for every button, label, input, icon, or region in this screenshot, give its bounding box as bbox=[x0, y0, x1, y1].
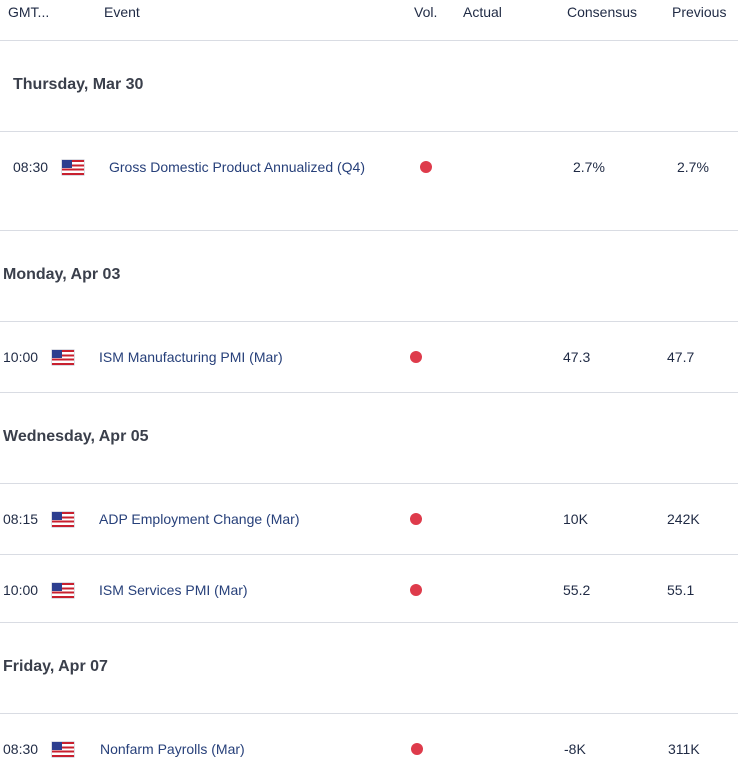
divider bbox=[0, 392, 738, 393]
divider bbox=[0, 40, 738, 41]
divider bbox=[0, 321, 738, 322]
divider bbox=[0, 713, 738, 714]
consensus-value: 47.3 bbox=[563, 349, 591, 365]
event-name-link[interactable]: ADP Employment Change (Mar) bbox=[99, 511, 300, 527]
date-heading: Wednesday, Apr 05 bbox=[3, 428, 149, 445]
previous-value: 47.7 bbox=[667, 349, 695, 365]
event-time: 08:30 bbox=[13, 159, 49, 175]
date-heading: Thursday, Mar 30 bbox=[13, 76, 144, 93]
us-flag-icon bbox=[52, 350, 74, 365]
high-volatility-icon bbox=[410, 351, 422, 363]
event-name-link[interactable]: Nonfarm Payrolls (Mar) bbox=[100, 741, 245, 757]
us-flag-icon bbox=[52, 512, 74, 527]
divider bbox=[0, 554, 738, 555]
event-time: 10:00 bbox=[3, 349, 39, 365]
divider bbox=[0, 230, 738, 231]
divider bbox=[0, 483, 738, 484]
high-volatility-icon bbox=[410, 513, 422, 525]
column-header-previous[interactable]: Previous bbox=[672, 4, 727, 20]
high-volatility-icon bbox=[411, 743, 423, 755]
previous-value: 55.1 bbox=[667, 582, 695, 598]
column-header-consensus[interactable]: Consensus bbox=[567, 4, 638, 20]
us-flag-icon bbox=[52, 742, 74, 757]
column-header-gmt[interactable]: GMT... bbox=[8, 4, 50, 20]
consensus-value: 55.2 bbox=[563, 582, 591, 598]
previous-value: 2.7% bbox=[677, 159, 709, 175]
column-header-actual[interactable]: Actual bbox=[463, 4, 502, 20]
column-header-event[interactable]: Event bbox=[104, 4, 140, 20]
event-time: 08:15 bbox=[3, 511, 39, 527]
consensus-value: 2.7% bbox=[573, 159, 605, 175]
previous-value: 311K bbox=[668, 741, 700, 757]
previous-value: 242K bbox=[667, 511, 700, 527]
date-heading: Monday, Apr 03 bbox=[3, 266, 121, 283]
high-volatility-icon bbox=[410, 584, 422, 596]
us-flag-icon bbox=[62, 160, 84, 175]
consensus-value: 10K bbox=[563, 511, 588, 527]
date-heading: Friday, Apr 07 bbox=[3, 658, 108, 675]
us-flag-icon bbox=[52, 583, 74, 598]
event-name-link[interactable]: ISM Services PMI (Mar) bbox=[99, 582, 248, 598]
column-header-volatility[interactable]: Vol. bbox=[414, 4, 438, 20]
divider bbox=[0, 131, 738, 132]
consensus-value: -8K bbox=[564, 741, 586, 757]
divider bbox=[0, 622, 738, 623]
high-volatility-icon bbox=[420, 161, 432, 173]
event-time: 10:00 bbox=[3, 582, 39, 598]
event-name-link[interactable]: ISM Manufacturing PMI (Mar) bbox=[99, 349, 283, 365]
event-time: 08:30 bbox=[3, 741, 39, 757]
event-name-link[interactable]: Gross Domestic Product Annualized (Q4) bbox=[109, 159, 365, 175]
